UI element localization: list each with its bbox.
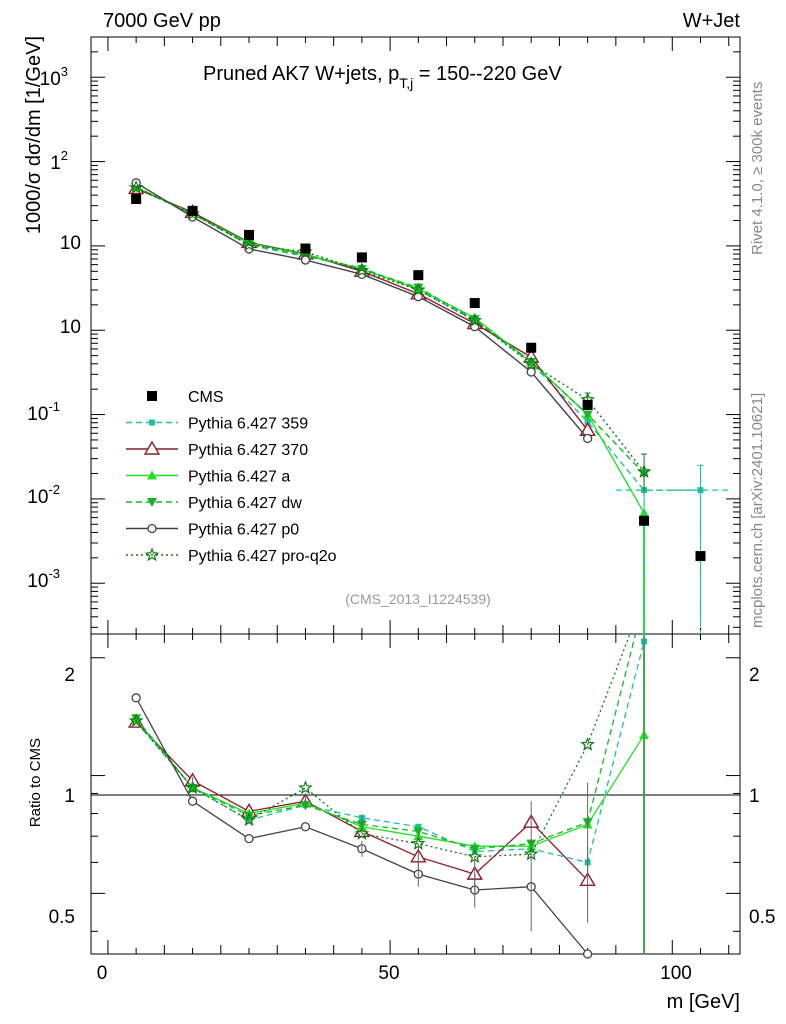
series-point-pythia-6-427-p0 (526, 367, 536, 377)
series-point-pythia-6-427-pro-q2o (354, 262, 370, 277)
cms-data-point (356, 252, 367, 263)
cms-data-point (695, 551, 706, 562)
y-tick-label-1e-2: 10-2 (27, 482, 60, 508)
mcplots-label: mcplots.cern.ch [arXiv:2401.10621] (749, 393, 766, 628)
legend-marker-pythia-6-427-pro-q2o (144, 547, 160, 562)
cms-data-point (244, 229, 255, 240)
series-point-pythia-6-427-pro-q2o (128, 180, 144, 194)
ratio-line-pythia-6-427-dw (135, 717, 588, 850)
ratio-tick-label-1: 1 (64, 786, 75, 807)
cms-data-point (526, 342, 537, 353)
x-tick-label-100: 100 (660, 963, 692, 984)
y-tick-label-1e-1: 10-1 (27, 399, 60, 425)
ratio-point-pythia-6-427-pro-q2o (128, 713, 144, 728)
ratio-point-pythia-6-427-dw (413, 827, 424, 837)
y-tick-label-10: 10 (60, 233, 81, 254)
ratio-point-pythia-6-427-dw (244, 811, 255, 821)
cms-data-point (639, 515, 650, 526)
ratio-point-pythia-6-427-dw (131, 714, 142, 724)
ratio-point-pythia-6-427-pro-q2o (580, 736, 595, 751)
ratio-tick-label-0.5-right: 0.5 (749, 907, 775, 928)
ratio-series-layer (127, 633, 650, 959)
ratio-tick-label-2: 2 (64, 665, 75, 686)
series-point-pythia-6-427-dw (356, 265, 367, 275)
series-point-pythia-6-427-dw (469, 315, 480, 325)
legend-marker-pythia-6-427-359 (149, 419, 155, 426)
cms-data-point (582, 399, 593, 410)
cms-data-point (413, 270, 424, 281)
title-rest: = 150--220 GeV (413, 63, 562, 85)
ratio-point-pythia-6-427-pro-q2o (298, 780, 313, 795)
legend-marker-pythia-6-427-p0 (147, 523, 157, 534)
legend-marker-cms (147, 391, 157, 401)
x-tick-label-50: 50 (378, 963, 399, 984)
ratio-point-pythia-6-427-pro-q2o (185, 780, 200, 795)
x-axis-tick-labels: 0 50 100 (97, 963, 692, 984)
ratio-point-pythia-6-427-p0 (131, 693, 141, 703)
legend-label-pythia-6-427-370: Pythia 6.427 370 (188, 442, 308, 459)
ratio-point-pythia-6-427-p0 (300, 822, 311, 832)
legend-marker-pythia-6-427-a (147, 470, 157, 480)
ratio-line-pythia-6-427-359 (135, 641, 645, 864)
legend-label-pythia-6-427-pro-q2o: Pythia 6.427 pro-q2o (188, 548, 337, 565)
ratio-line-offscale (586, 633, 637, 823)
ratio-tick-label-1-right: 1 (749, 786, 760, 807)
plot-title: Pruned AK7 W+jets, pT,j = 150--220 GeV (203, 63, 562, 91)
header-right: W+Jet (683, 10, 741, 32)
series-point-pythia-6-427-pro-q2o (411, 282, 426, 297)
header-left: 7000 GeV pp (103, 10, 221, 32)
rivet-label: Rivet 4.1.0, ≥ 300k events (749, 82, 766, 255)
y-tick-label-1e-3: 10-3 (27, 566, 60, 592)
ratio-point-pythia-6-427-pro-q2o (241, 812, 257, 827)
legend-label-cms: CMS (188, 389, 224, 406)
y-axis-tick-labels: 103 12 10 10 10-1 10-2 10-3 (27, 64, 81, 592)
cms-data-point (469, 298, 480, 309)
series-line-pythia-6-427-dw (135, 186, 645, 474)
series-point-pythia-6-427-359 (584, 418, 591, 425)
title-sub: T,j (399, 75, 413, 91)
series-line-pythia-6-427-pro-q2o (135, 187, 645, 473)
legend-label-pythia-6-427-359: Pythia 6.427 359 (188, 416, 308, 433)
series-point-pythia-6-427-pro-q2o (523, 356, 539, 370)
ratio-point-pythia-6-427-p0 (582, 949, 593, 959)
ratio-point-pythia-6-427-dw (469, 844, 480, 854)
cms-data-point (131, 193, 142, 204)
series-point-pythia-6-427-dw (582, 410, 593, 420)
series-point-pythia-6-427-pro-q2o (467, 312, 483, 327)
y-tick-label-1: 10 (60, 317, 81, 338)
title-main: Pruned AK7 W+jets, p (203, 63, 399, 85)
series-point-pythia-6-427-dw (526, 358, 537, 368)
y-tick-label-1e2: 12 (50, 148, 68, 174)
ratio-plot-frame (90, 633, 741, 955)
y-axis-ticks (91, 36, 740, 954)
legend-marker-pythia-6-427-370 (143, 440, 161, 455)
x-axis-label: m [GeV] (667, 991, 740, 1013)
series-point-pythia-6-427-dw (413, 283, 424, 293)
series-point-pythia-6-427-pro-q2o (241, 237, 257, 252)
series-point-pythia-6-427-p0 (582, 433, 593, 444)
cms-data-point (187, 205, 198, 216)
legend-label-pythia-6-427-p0: Pythia 6.427 p0 (188, 522, 299, 539)
ratio-point-pythia-6-427-pro-q2o (354, 826, 370, 840)
ratio-tick-label-2-right: 2 (749, 665, 760, 686)
ratio-line-pythia-6-427-a (135, 719, 645, 847)
legend-marker-pythia-6-427-dw (147, 498, 157, 507)
ratio-y-axis-label: Ratio to CMS (27, 738, 44, 827)
y-tick-label-1e3: 103 (40, 64, 68, 90)
y-axis-label: 1000/σ dσ/dm [1/GeV] (23, 36, 45, 234)
ratio-point-pythia-6-427-p0 (187, 796, 198, 806)
cms-data-point (300, 243, 311, 254)
series-point-pythia-6-427-p0 (357, 269, 367, 279)
legend-label-pythia-6-427-dw: Pythia 6.427 dw (188, 495, 302, 512)
legend: CMS Pythia 6.427 359 Pythia 6.427 370 Pythi… (126, 389, 337, 565)
analysis-id: (CMS_2013_I1224539) (345, 591, 491, 607)
legend-label-pythia-6-427-a: Pythia 6.427 a (188, 469, 290, 486)
ratio-point-pythia-6-427-359 (415, 823, 422, 830)
x-tick-label-0: 0 (97, 963, 108, 984)
ratio-tick-label-0.5: 0.5 (49, 907, 75, 928)
ratio-point-pythia-6-427-p0 (244, 833, 254, 844)
series-point-pythia-6-427-p0 (300, 255, 311, 265)
ratio-tick-labels: 2 1 0.5 2 1 0.5 (49, 665, 776, 928)
